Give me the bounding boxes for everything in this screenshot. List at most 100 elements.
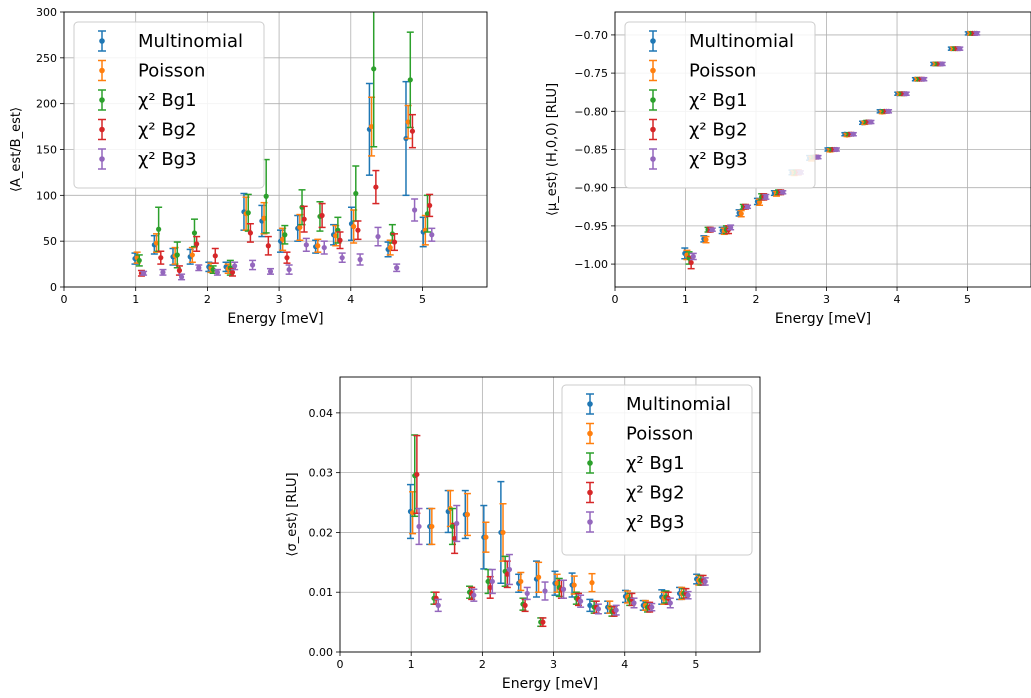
x-tick-label: 2 [479,658,486,671]
data-point [319,212,325,219]
legend-marker-point [587,460,593,466]
legend-marker-point [650,126,656,133]
data-point [702,578,708,585]
data-point [885,108,892,114]
x-tick-label: 1 [682,293,689,306]
data-point [282,232,288,238]
data-point [536,574,542,580]
data-point [156,226,162,232]
x-tick-label: 4 [621,658,628,671]
data-point [160,269,166,275]
y-tick-label: 0.01 [309,586,334,599]
x-tick-label: 3 [550,658,557,671]
data-point [140,270,147,276]
legend-label: χ² Bg2 [138,120,197,141]
data-point [449,523,456,530]
data-point [485,578,491,585]
data-point [368,123,375,130]
data-point [174,252,180,258]
data-point [471,592,477,598]
y-axis-label: ⟨μ_est⟩ (H,0,0) [RLU] [545,83,560,216]
data-point [232,263,238,269]
data-group [406,434,709,628]
y-tick-label: 0.04 [309,407,334,420]
data-point [263,193,269,199]
data-point [815,154,821,160]
data-point [301,216,307,222]
data-point [921,76,927,82]
data-point [375,233,381,240]
data-point [554,580,560,586]
y-tick-label: 100 [36,189,57,202]
legend-marker-point [650,156,656,162]
series--bg3 [415,504,709,616]
series-poisson [409,489,703,614]
x-tick-label: 5 [692,658,699,671]
data-point [265,243,271,249]
data-point [321,244,327,251]
legend-label: χ² Bg2 [626,483,685,504]
data-point [452,535,458,542]
x-tick-label: 4 [894,293,901,306]
data-point [405,119,411,125]
data-point [427,202,433,209]
data-point [522,602,528,608]
data-point [738,211,744,217]
data-point [351,223,357,230]
y-tick-label: 250 [36,52,57,65]
data-point [261,215,267,221]
data-point [506,566,513,573]
series--bg1 [135,12,431,276]
y-tick-label: 300 [36,6,57,19]
data-point [373,184,379,190]
y-tick-label: −0.95 [574,220,608,233]
legend: Multinomial Poisson χ² Bg1 χ² Bg2 χ² Bg3 [561,384,753,556]
data-point [850,131,856,137]
y-tick-label: 0.03 [309,467,334,480]
x-tick-label: 3 [823,293,830,306]
y-axis-label: ⟨A_est/B_est⟩ [9,107,24,192]
legend-label: χ² Bg3 [689,149,748,170]
data-point [333,233,339,239]
legend-label: Multinomial [626,394,731,415]
chart-panel-3: 0 1 2 3 4 5 0.00 0.01 0.02 0.03 0.04 Energy [meV] ⟨σ… [285,376,761,692]
legend-marker-point [99,126,105,133]
data-point [210,266,216,273]
data-point [284,255,290,261]
legend-box [624,21,816,189]
x-tick-label: 3 [276,293,283,306]
data-point [407,77,413,83]
data-point [339,255,345,261]
x-tick-label: 2 [753,293,760,306]
data-point [136,257,142,264]
data-point [728,224,734,231]
data-point [487,584,493,591]
legend-marker-point [587,489,593,496]
y-tick-label: −0.75 [574,67,608,80]
x-tick-label: 2 [204,293,211,306]
data-point [649,604,655,610]
data-point [868,119,874,125]
data-point [416,523,422,530]
data-point [247,230,254,236]
data-point [153,240,160,246]
data-point [429,232,435,238]
data-point [394,265,400,271]
data-point [631,600,637,606]
data-point [189,252,195,258]
y-tick-label: 0.02 [309,526,334,539]
data-point [371,66,377,72]
y-tick-label: 50 [43,235,57,248]
x-tick-label: 1 [408,658,415,671]
data-point [542,588,548,594]
legend: Multinomial Poisson χ² Bg1 χ² Bg2 χ² Bg3 [73,21,265,189]
data-point [756,199,763,205]
data-point [357,256,363,263]
data-point [353,190,359,197]
data-point [435,602,441,608]
legend-box [561,384,753,556]
data-point [387,244,393,251]
data-point [957,46,963,52]
x-tick-label: 4 [347,293,354,306]
legend-label: χ² Bg2 [689,120,748,141]
